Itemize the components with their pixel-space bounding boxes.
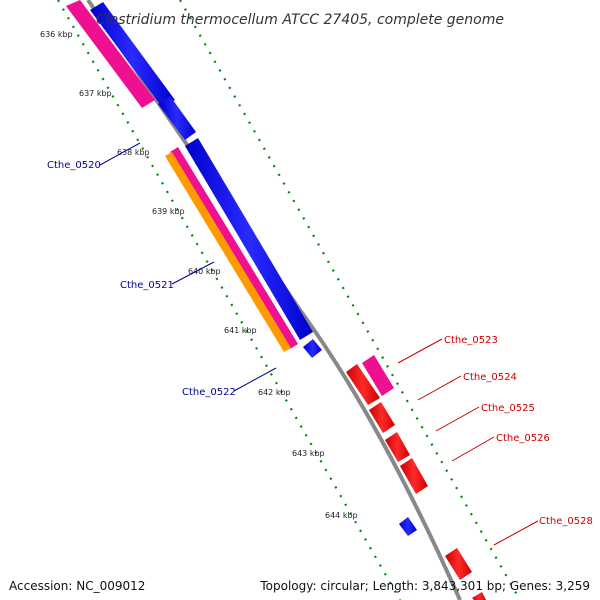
gene-blue-small-1[interactable] <box>303 339 322 358</box>
gene-label-cthe-0528[interactable]: Cthe_0528 <box>539 516 593 527</box>
tick-label: 640 kbp <box>188 267 221 276</box>
gene-red-0528[interactable] <box>445 548 472 580</box>
gene-label-cthe-0526[interactable]: Cthe_0526 <box>496 433 550 444</box>
dotted-track-right <box>179 0 521 600</box>
tick-label: 637 kbp <box>79 89 112 98</box>
left-gene-labels <box>99 142 277 392</box>
gene-label-cthe-0524[interactable]: Cthe_0524 <box>463 372 517 383</box>
gene-blue-1[interactable] <box>90 2 175 107</box>
gene-red-0525[interactable] <box>369 402 395 433</box>
gene-blue-small-2[interactable] <box>399 517 417 536</box>
gene-magenta-0524[interactable] <box>362 355 394 396</box>
gene-red-0523[interactable] <box>346 364 380 405</box>
tick-label: 643 kbp <box>292 449 325 458</box>
reverse-strand-genes <box>346 355 486 600</box>
map-title: Clostridium thermocellum ATCC 27405, com… <box>96 12 504 28</box>
tick-label: 636 kbp <box>40 30 73 39</box>
footer-accession: Accession: NC_009012 <box>9 579 146 593</box>
gene-label-cthe-0522[interactable]: Cthe_0522 <box>182 387 236 398</box>
gene-label-cthe-0523[interactable]: Cthe_0523 <box>444 335 498 346</box>
gene-red-tail[interactable] <box>472 592 486 600</box>
footer-topology: Topology: circular; Length: 3,843,301 bp… <box>260 579 590 593</box>
tick-label: 642 kbp <box>258 388 291 397</box>
tick-label: 644 kbp <box>325 511 358 520</box>
tick-label: 638 kbp <box>117 148 150 157</box>
gene-red-0526b[interactable] <box>400 458 428 494</box>
tick-labels: 636 kbp 637 kbp 638 kbp 639 kbp 640 kbp … <box>40 30 358 520</box>
tick-label: 639 kbp <box>152 207 185 216</box>
gene-label-cthe-0520[interactable]: Cthe_0520 <box>47 160 101 171</box>
gene-magenta-2[interactable] <box>170 147 298 349</box>
gene-red-0526a[interactable] <box>385 432 410 462</box>
gene-label-cthe-0525[interactable]: Cthe_0525 <box>481 403 535 414</box>
gene-magenta-1[interactable] <box>66 0 155 108</box>
forward-strand-genes <box>66 0 417 536</box>
gene-orange-1[interactable] <box>165 152 291 352</box>
right-gene-labels <box>397 338 539 546</box>
tick-label: 641 kbp <box>224 326 257 335</box>
gene-blue-3[interactable] <box>185 138 313 340</box>
gene-label-cthe-0521[interactable]: Cthe_0521 <box>120 280 174 291</box>
gene-blue-2[interactable] <box>158 96 196 140</box>
genome-backbone <box>86 0 462 600</box>
